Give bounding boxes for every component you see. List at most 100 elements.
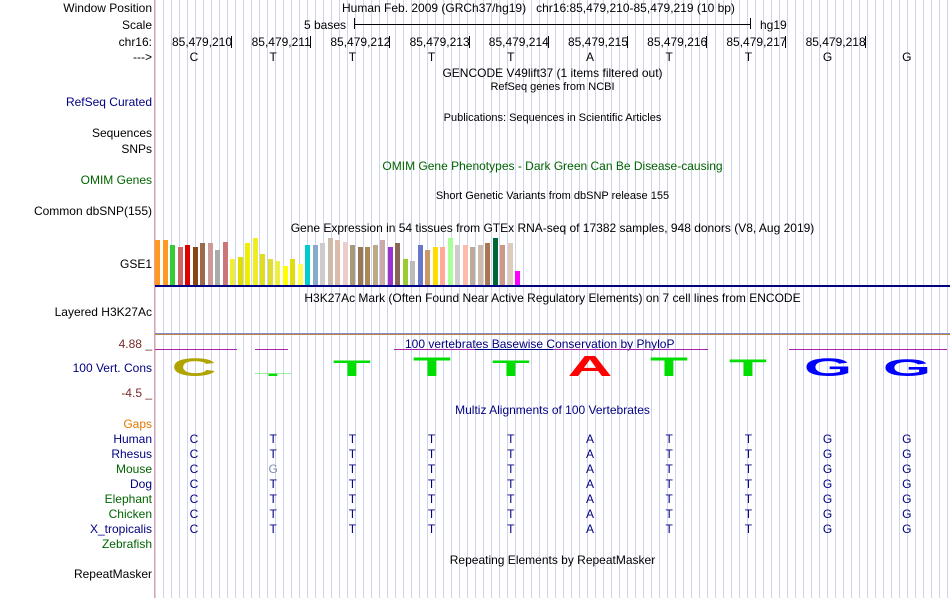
gtex-tissue-bar[interactable] (200, 243, 205, 285)
gtex-tissue-bar[interactable] (245, 243, 250, 285)
gtex-tissue-bar[interactable] (177, 247, 183, 285)
gtex-tissue-bar[interactable] (320, 243, 325, 285)
gtex-tissue-bar[interactable] (237, 257, 243, 285)
species-base: T (427, 522, 436, 536)
reference-base: T (427, 50, 436, 64)
gencode-track-title[interactable]: GENCODE V49lift37 (1 items filtered out) (442, 66, 663, 80)
rmsk-track-label[interactable]: RepeatMasker (73, 567, 152, 581)
dbsnp-track-label[interactable]: Common dbSNP(155) (33, 204, 152, 218)
cons-track-desc[interactable]: 100 vertebrates Basewise Conservation by… (405, 337, 675, 351)
gtex-tissue-bar[interactable] (327, 238, 333, 285)
gtex-tissue-bar[interactable] (290, 259, 295, 285)
species-base: T (348, 507, 357, 521)
gtex-tissue-bar[interactable] (477, 245, 483, 285)
gtex-tissue-bar[interactable] (395, 243, 400, 285)
gtex-tissue-bar[interactable] (282, 266, 288, 285)
gtex-tissue-bar[interactable] (492, 238, 498, 285)
gtex-tissue-bar[interactable] (462, 245, 468, 285)
gtex-tissue-bar[interactable] (372, 245, 378, 285)
species-base: T (427, 507, 436, 521)
gtex-tissue-bar[interactable] (335, 240, 340, 285)
gtex-tissue-bar[interactable] (350, 245, 355, 285)
coordinate-tick (547, 36, 549, 48)
cons-logo-text: G (803, 354, 851, 382)
species-base: G (902, 432, 912, 446)
gtex-tissue-bar[interactable] (447, 238, 453, 285)
gtex-tissue-bar[interactable] (425, 250, 430, 285)
gtex-tissue-bar[interactable] (500, 245, 505, 285)
gtex-track-desc[interactable]: Gene Expression in 54 tissues from GTEx … (290, 221, 815, 235)
gtex-tissue-bar[interactable] (515, 271, 520, 285)
gtex-tissue-bar[interactable] (312, 245, 318, 285)
scale-bar (354, 24, 751, 25)
dbsnp-track-desc[interactable]: Short Genetic Variants from dbSNP releas… (435, 190, 670, 202)
species-label[interactable]: Zebrafish (101, 537, 152, 551)
gtex-tissue-bar[interactable] (455, 245, 460, 285)
gtex-tissue-bar[interactable] (485, 243, 490, 285)
species-base: T (744, 432, 753, 446)
species-base: T (665, 447, 673, 461)
gtex-tissue-bar[interactable] (402, 259, 408, 285)
coordinate-tick (389, 36, 391, 48)
species-label[interactable]: Human (113, 432, 152, 446)
species-label[interactable]: Rhesus (111, 447, 152, 461)
gtex-tissue-bar[interactable] (417, 245, 423, 285)
gtex-tissue-bar[interactable] (252, 238, 258, 285)
gtex-tissue-bar[interactable] (410, 261, 415, 285)
gtex-tissue-bar[interactable] (470, 247, 475, 285)
species-base: T (269, 522, 277, 536)
species-base: C (189, 432, 199, 446)
gtex-tissue-bar[interactable] (432, 247, 438, 285)
species-label[interactable]: Dog (129, 477, 152, 491)
gtex-tissue-bar[interactable] (267, 259, 273, 285)
cons-track-label[interactable]: 100 Vert. Cons (72, 361, 152, 375)
species-base: T (269, 432, 277, 446)
species-base: C (189, 477, 199, 491)
species-base: T (348, 522, 357, 536)
window-position-text[interactable]: Human Feb. 2009 (GRCh37/hg19) chr16:85,4… (342, 1, 735, 15)
species-base: C (189, 522, 199, 536)
refseq-track-desc[interactable]: RefSeq genes from NCBI (490, 81, 615, 93)
gtex-tissue-bar[interactable] (507, 243, 513, 285)
gtex-tissue-bar[interactable] (207, 243, 213, 285)
gtex-tissue-bar[interactable] (305, 245, 310, 285)
gtex-baseline (155, 285, 950, 287)
species-label[interactable]: Mouse (115, 462, 152, 476)
reference-base: T (269, 50, 277, 64)
gtex-tissue-bar[interactable] (440, 247, 445, 285)
gtex-tissue-bar[interactable] (275, 261, 280, 285)
multiz-track-desc[interactable]: Multiz Alignments of 100 Vertebrates (455, 403, 650, 417)
gtex-tissue-bar[interactable] (170, 245, 175, 285)
gtex-tissue-bar[interactable] (230, 259, 235, 285)
refseq-track-label[interactable]: RefSeq Curated (65, 95, 152, 109)
gtex-tissue-bar[interactable] (260, 254, 265, 285)
gtex-tissue-bar[interactable] (215, 250, 220, 285)
gtex-tissue-bar[interactable] (192, 247, 198, 285)
gtex-tissue-bar[interactable] (185, 245, 190, 285)
rmsk-track-desc[interactable]: Repeating Elements by RepeatMasker (449, 553, 656, 567)
snps-track-label[interactable]: SNPs (121, 142, 152, 156)
species-base: T (348, 447, 357, 461)
gtex-tissue-bar[interactable] (162, 240, 168, 285)
gtex-tissue-bar[interactable] (365, 247, 370, 285)
species-label[interactable]: Elephant (104, 492, 152, 506)
gtex-tissue-bar[interactable] (155, 240, 160, 285)
gtex-tissue-bar[interactable] (222, 242, 228, 285)
omim-track-label[interactable]: OMIM Genes (80, 173, 152, 187)
h3k27ac-track-label[interactable]: Layered H3K27Ac (54, 305, 152, 319)
species-base: T (744, 507, 753, 521)
gtex-tissue-bar[interactable] (342, 242, 348, 285)
publications-track-desc[interactable]: Publications: Sequences in Scientific Ar… (443, 112, 662, 124)
sequences-track-label[interactable]: Sequences (91, 126, 152, 140)
gtex-tissue-bar[interactable] (357, 247, 363, 285)
gtex-tissue-bar[interactable] (387, 247, 393, 285)
chrom-coordinate: 85,479,214 (488, 35, 549, 49)
gtex-tissue-bar[interactable] (297, 264, 303, 285)
h3k27ac-track-desc[interactable]: H3K27Ac Mark (Often Found Near Active Re… (304, 291, 801, 305)
species-label[interactable]: Chicken (108, 507, 152, 521)
gtex-tissue-bar[interactable] (380, 240, 385, 285)
omim-track-desc[interactable]: OMIM Gene Phenotypes - Dark Green Can Be… (382, 159, 723, 173)
species-label[interactable]: X_tropicalis (89, 522, 152, 536)
gtex-track-label[interactable]: GSE1 (119, 257, 152, 271)
cons-logo-letter: C (172, 354, 217, 382)
